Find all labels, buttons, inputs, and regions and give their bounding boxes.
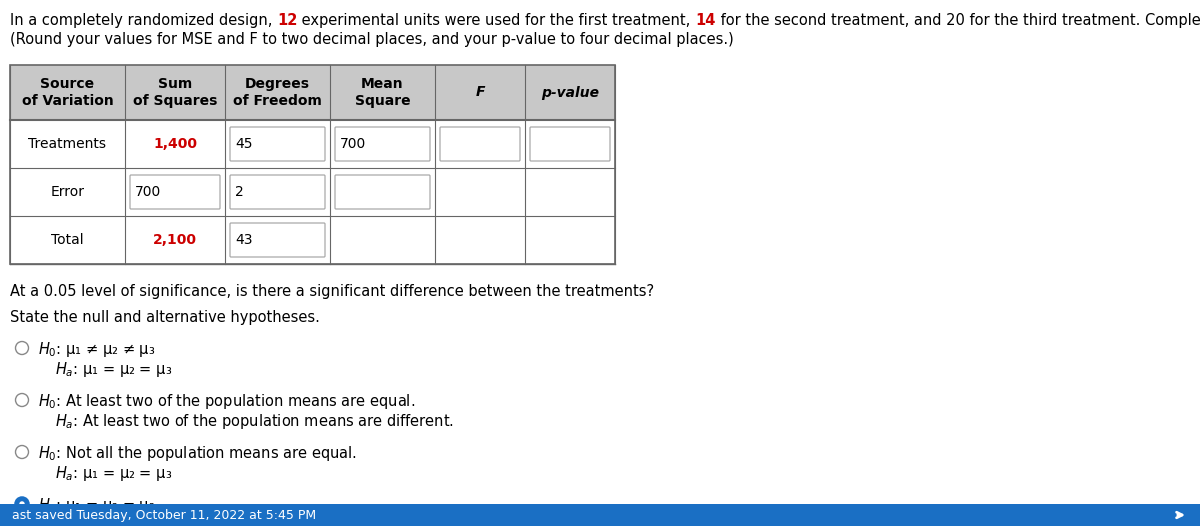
Text: Error: Error	[50, 185, 84, 199]
FancyBboxPatch shape	[130, 175, 220, 209]
Bar	[10, 120, 616, 264]
Text: 14: 14	[695, 13, 715, 28]
Text: $H_0$: At least two of the population means are equal.: $H_0$: At least two of the population me…	[38, 392, 415, 411]
Text: Sum
of Squares: Sum of Squares	[133, 77, 217, 108]
Text: Source
of Variation: Source of Variation	[22, 77, 113, 108]
Text: Treatments: Treatments	[29, 137, 107, 151]
Text: $H_a$: Not all the population means are equal.: $H_a$: Not all the population means are …	[55, 516, 373, 526]
Text: 45: 45	[235, 137, 252, 151]
Text: $H_a$: At least two of the population means are different.: $H_a$: At least two of the population me…	[55, 412, 454, 431]
Bar	[10, 65, 616, 264]
Bar	[10, 65, 616, 120]
Text: $H_a$: μ₁ = μ₂ = μ₃: $H_a$: μ₁ = μ₂ = μ₃	[55, 464, 172, 483]
Text: 700: 700	[340, 137, 366, 151]
Text: ast saved Tuesday, October 11, 2022 at 5:45 PM: ast saved Tuesday, October 11, 2022 at 5…	[12, 509, 316, 521]
Text: Total: Total	[52, 233, 84, 247]
Text: 1,400: 1,400	[154, 137, 197, 151]
FancyBboxPatch shape	[230, 127, 325, 161]
Text: p-value: p-value	[541, 86, 599, 99]
Circle shape	[19, 501, 25, 507]
Text: $H_a$: μ₁ = μ₂ = μ₃: $H_a$: μ₁ = μ₂ = μ₃	[55, 360, 172, 379]
Text: F: F	[475, 86, 485, 99]
FancyBboxPatch shape	[440, 127, 520, 161]
Text: Degrees
of Freedom: Degrees of Freedom	[233, 77, 322, 108]
FancyBboxPatch shape	[230, 223, 325, 257]
FancyBboxPatch shape	[530, 127, 610, 161]
Text: At a 0.05 level of significance, is there a significant difference between the t: At a 0.05 level of significance, is ther…	[10, 284, 654, 299]
Text: $H_0$: Not all the population means are equal.: $H_0$: Not all the population means are …	[38, 444, 356, 463]
FancyBboxPatch shape	[230, 175, 325, 209]
Text: Mean
Square: Mean Square	[355, 77, 410, 108]
Text: 2,100: 2,100	[154, 233, 197, 247]
Text: experimental units were used for the first treatment,: experimental units were used for the fir…	[298, 13, 695, 28]
Text: 700: 700	[134, 185, 161, 199]
Text: 2: 2	[235, 185, 244, 199]
Text: State the null and alternative hypotheses.: State the null and alternative hypothese…	[10, 310, 320, 325]
Bar	[0, 504, 1200, 526]
FancyBboxPatch shape	[335, 127, 430, 161]
Text: 43: 43	[235, 233, 252, 247]
Text: $H_0$: μ₁ = μ₂ = μ₃: $H_0$: μ₁ = μ₂ = μ₃	[38, 496, 156, 515]
Circle shape	[16, 498, 29, 511]
Text: $H_0$: μ₁ ≠ μ₂ ≠ μ₃: $H_0$: μ₁ ≠ μ₂ ≠ μ₃	[38, 340, 156, 359]
Text: for the second treatment, and 20 for the third treatment. Complete the following: for the second treatment, and 20 for the…	[715, 13, 1200, 28]
Text: (Round your values for MSE and F to two decimal places, and your p-value to four: (Round your values for MSE and F to two …	[10, 32, 733, 47]
FancyBboxPatch shape	[335, 175, 430, 209]
Text: In a completely randomized design,: In a completely randomized design,	[10, 13, 277, 28]
Text: 12: 12	[277, 13, 298, 28]
